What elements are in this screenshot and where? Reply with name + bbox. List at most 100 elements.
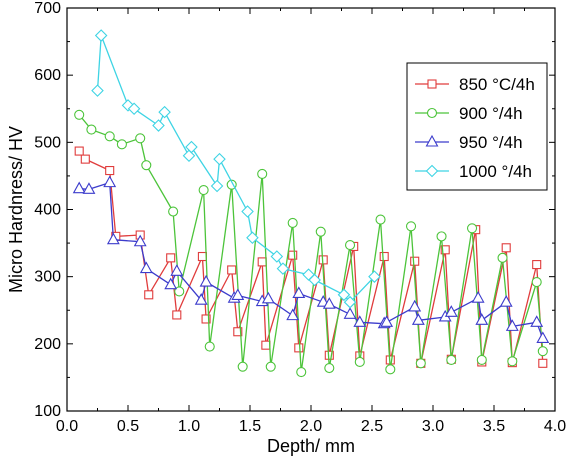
x-tick-label: 0.5 — [117, 418, 139, 435]
data-point — [116, 139, 127, 150]
legend: 850 °C/4h 900 °/4h 950 °/4h 1000 °/4h — [406, 62, 548, 191]
y-tick-label: 100 — [34, 403, 61, 420]
x-tick-label: 1.5 — [239, 418, 261, 435]
x-tick-label: 3.0 — [422, 418, 444, 435]
y-tick-label: 400 — [34, 202, 61, 219]
x-tick-label: 2.5 — [361, 418, 383, 435]
data-point — [440, 245, 450, 255]
data-point — [91, 84, 104, 97]
data-point — [405, 221, 417, 232]
data-point — [261, 340, 271, 350]
legend-label: 900 °/4h — [459, 104, 523, 123]
data-point — [139, 261, 153, 274]
data-point — [199, 274, 213, 287]
data-point — [135, 133, 146, 144]
data-point — [415, 358, 426, 369]
legend-item: 850 °C/4h — [415, 75, 535, 94]
series-4 — [91, 29, 381, 309]
data-point — [375, 214, 386, 225]
data-point — [152, 119, 165, 132]
data-point — [198, 184, 209, 196]
legend-label: 850 °C/4h — [459, 75, 535, 94]
data-point — [286, 308, 300, 321]
data-point — [265, 361, 276, 372]
x-tick-label: 3.5 — [483, 418, 505, 435]
data-point — [257, 257, 267, 267]
data-point — [261, 291, 275, 304]
data-point — [72, 181, 86, 194]
data-point — [466, 223, 478, 234]
data-point — [164, 277, 178, 290]
legend-item: 900 °/4h — [415, 104, 523, 123]
data-point — [343, 307, 357, 319]
data-point — [368, 270, 381, 283]
data-point — [170, 264, 184, 276]
data-point — [168, 206, 179, 217]
data-point — [233, 327, 243, 337]
data-point — [204, 341, 215, 352]
data-point — [344, 240, 356, 251]
x-tick-label: 1.0 — [178, 418, 200, 435]
legend-item: 950 °/4h — [415, 133, 523, 152]
legend-label: 950 °/4h — [459, 133, 523, 152]
data-point — [476, 354, 487, 366]
data-point — [436, 231, 447, 242]
data-point — [288, 250, 298, 260]
data-point — [287, 217, 298, 228]
data-point — [532, 260, 542, 270]
data-point — [380, 315, 394, 327]
data-point — [246, 231, 259, 244]
series-layer — [72, 29, 550, 378]
data-point — [530, 315, 544, 327]
legend-label: 1000 °/4h — [459, 162, 532, 181]
x-tick-label: 0.0 — [56, 418, 78, 435]
data-point — [324, 362, 335, 374]
data-point — [385, 364, 396, 375]
data-point — [538, 358, 548, 368]
data-point — [475, 313, 489, 325]
data-point — [379, 251, 389, 262]
data-point — [103, 175, 117, 188]
data-point — [257, 168, 268, 179]
data-point — [237, 361, 248, 372]
data-point — [86, 124, 97, 135]
axis-ticks: 0.0 0.5 1.0 1.5 2.0 2.5 3.0 3.5 4.0 100 200 300 400 5… — [34, 0, 566, 435]
data-point — [197, 251, 207, 262]
data-point — [411, 313, 425, 325]
data-point — [308, 273, 321, 287]
x-axis-title: Depth/ mm — [267, 436, 355, 456]
data-point — [505, 319, 519, 331]
data-point — [410, 256, 420, 266]
data-point — [531, 276, 542, 288]
data-point — [231, 288, 245, 301]
legend-marker — [427, 79, 437, 89]
x-tick-label: 4.0 — [544, 418, 566, 435]
data-point — [537, 346, 548, 357]
data-point — [337, 288, 351, 302]
data-point — [158, 105, 171, 119]
y-tick-label: 500 — [34, 134, 61, 151]
data-point — [471, 291, 485, 303]
data-point — [185, 140, 198, 154]
legend-item: 1000 °/4h — [415, 162, 532, 181]
data-point — [315, 226, 326, 237]
data-point — [276, 262, 290, 275]
y-tick-label: 600 — [34, 67, 61, 84]
data-point — [213, 152, 226, 166]
data-point — [536, 331, 550, 344]
data-point — [354, 356, 365, 368]
data-point — [104, 131, 115, 142]
data-point — [296, 366, 307, 378]
data-point — [144, 290, 154, 300]
series-line — [78, 114, 544, 373]
data-point — [408, 299, 422, 312]
data-point — [106, 232, 120, 245]
legend-marker — [426, 107, 438, 119]
data-point — [501, 243, 511, 253]
y-tick-label: 200 — [34, 336, 61, 353]
data-point — [227, 265, 237, 275]
data-point — [270, 250, 284, 263]
data-point — [497, 252, 508, 263]
legend-marker — [425, 164, 439, 178]
legend-marker — [425, 134, 439, 147]
